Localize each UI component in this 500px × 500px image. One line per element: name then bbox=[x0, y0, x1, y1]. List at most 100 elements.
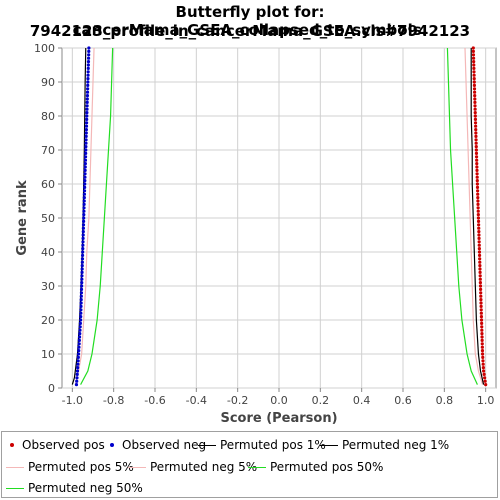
data-point-observed-neg bbox=[81, 223, 86, 227]
data-point-observed-neg bbox=[82, 192, 87, 196]
data-point-observed-pos bbox=[474, 141, 478, 145]
data-point-observed-pos bbox=[480, 345, 484, 349]
data-point-observed-neg bbox=[78, 321, 82, 325]
data-point-observed-pos bbox=[473, 114, 477, 118]
data-point-observed-pos bbox=[477, 233, 481, 237]
data-point-observed-neg bbox=[77, 335, 82, 339]
chart-title-line-1: Butterfly plot for: cancerMama_GSEA_coll… bbox=[72, 3, 428, 39]
data-point-observed-neg bbox=[82, 206, 86, 210]
data-point-observed-neg bbox=[86, 83, 90, 87]
data-point-observed-neg bbox=[76, 366, 80, 370]
data-point-observed-neg bbox=[84, 138, 88, 142]
data-point-observed-neg bbox=[85, 97, 89, 101]
legend-item-permuted-neg-50: Permuted neg 50% bbox=[6, 481, 143, 495]
data-point-observed-pos bbox=[479, 294, 483, 298]
data-point-observed-pos bbox=[473, 100, 477, 104]
data-point-observed-neg bbox=[78, 328, 82, 332]
data-point-observed-pos bbox=[477, 247, 481, 251]
data-point-observed-pos bbox=[478, 270, 482, 274]
data-point-observed-pos bbox=[475, 185, 480, 189]
data-point-observed-pos bbox=[479, 315, 484, 319]
legend-swatch bbox=[6, 487, 24, 489]
grid-lines bbox=[62, 47, 496, 389]
data-point-observed-pos bbox=[476, 213, 480, 217]
data-point-observed-neg bbox=[81, 243, 85, 247]
data-point-observed-neg bbox=[80, 260, 84, 264]
data-point-observed-neg bbox=[84, 131, 88, 135]
data-point-observed-pos bbox=[480, 321, 484, 325]
data-point-observed-pos bbox=[479, 311, 483, 315]
data-point-observed-neg bbox=[81, 250, 85, 254]
legend-item-observed-pos: Observed pos bbox=[6, 438, 105, 452]
data-point-observed-pos bbox=[475, 168, 479, 172]
data-point-observed-neg bbox=[83, 155, 88, 159]
legend-item-permuted-pos-50: Permuted pos 50% bbox=[248, 460, 383, 474]
data-point-observed-pos bbox=[478, 281, 482, 285]
data-point-observed-pos bbox=[472, 87, 477, 91]
data-point-observed-pos bbox=[476, 202, 480, 206]
legend-swatch bbox=[320, 444, 338, 446]
data-point-observed-pos bbox=[471, 49, 475, 54]
data-point-observed-neg bbox=[79, 315, 83, 319]
data-point-observed-pos bbox=[478, 274, 482, 278]
y-tick-label: 40 bbox=[41, 246, 55, 259]
data-point-observed-pos bbox=[473, 117, 478, 121]
data-point-observed-neg bbox=[85, 111, 89, 115]
data-point-observed-pos bbox=[474, 151, 479, 155]
data-point-observed-pos bbox=[477, 223, 481, 227]
data-point-observed-pos bbox=[478, 257, 482, 261]
data-point-observed-neg bbox=[80, 277, 84, 281]
data-point-observed-pos bbox=[474, 128, 478, 132]
data-point-observed-pos bbox=[472, 60, 476, 64]
data-point-observed-neg bbox=[76, 355, 80, 359]
legend-label: Observed pos bbox=[22, 438, 105, 452]
data-point-observed-pos bbox=[480, 325, 484, 329]
legend-swatch bbox=[198, 444, 216, 446]
data-point-observed-neg bbox=[75, 372, 79, 376]
data-point-observed-pos bbox=[473, 97, 477, 101]
data-point-observed-neg bbox=[79, 294, 83, 298]
legend-item-observed-neg: Observed neg bbox=[106, 438, 206, 452]
data-point-observed-neg bbox=[75, 376, 79, 380]
series-line-permuted-neg-5- bbox=[74, 47, 95, 385]
data-point-observed-neg bbox=[84, 134, 88, 138]
data-point-observed-neg bbox=[86, 73, 90, 77]
data-point-observed-pos bbox=[480, 332, 484, 336]
data-point-observed-neg bbox=[75, 379, 79, 383]
data-point-observed-neg bbox=[83, 172, 87, 176]
data-point-observed-pos bbox=[471, 56, 476, 60]
data-point-observed-pos bbox=[480, 335, 484, 339]
data-point-observed-pos bbox=[476, 189, 480, 193]
data-point-observed-pos bbox=[475, 179, 479, 183]
data-point-observed-pos bbox=[476, 219, 481, 223]
data-point-observed-neg bbox=[80, 264, 84, 268]
legend-swatch bbox=[248, 466, 266, 468]
x-tick-label: 0.4 bbox=[353, 394, 371, 407]
data-point-observed-pos bbox=[475, 172, 479, 176]
data-point-observed-neg bbox=[86, 80, 90, 84]
data-point-observed-neg bbox=[83, 182, 87, 186]
x-tick-label: 0.0 bbox=[270, 394, 288, 407]
data-point-observed-pos bbox=[471, 46, 475, 50]
data-point-observed-neg bbox=[85, 117, 89, 121]
data-point-observed-pos bbox=[479, 308, 483, 312]
data-point-observed-neg bbox=[84, 121, 89, 125]
data-point-observed-neg bbox=[87, 46, 91, 50]
legend-label: Permuted pos 50% bbox=[270, 460, 384, 474]
data-point-observed-neg bbox=[83, 168, 87, 172]
legend-swatch bbox=[6, 466, 24, 468]
data-point-observed-pos bbox=[476, 209, 480, 213]
legend-label: Observed neg bbox=[122, 438, 207, 452]
legend-swatch bbox=[128, 466, 146, 468]
data-point-observed-pos bbox=[474, 155, 479, 159]
legend-item-permuted-pos-1: Permuted pos 1% bbox=[198, 438, 326, 452]
data-point-observed-pos bbox=[475, 158, 479, 162]
data-point-observed-neg bbox=[83, 158, 88, 162]
x-axis-label: Score (Pearson) bbox=[220, 411, 337, 426]
legend-item-permuted-neg-5: Permuted neg 5% bbox=[128, 460, 257, 474]
data-point-observed-pos bbox=[474, 145, 478, 149]
y-tick-label: 60 bbox=[41, 178, 55, 191]
data-point-observed-pos bbox=[474, 124, 478, 128]
data-point-observed-neg bbox=[83, 179, 87, 183]
x-tick-label: 1.0 bbox=[477, 394, 495, 407]
